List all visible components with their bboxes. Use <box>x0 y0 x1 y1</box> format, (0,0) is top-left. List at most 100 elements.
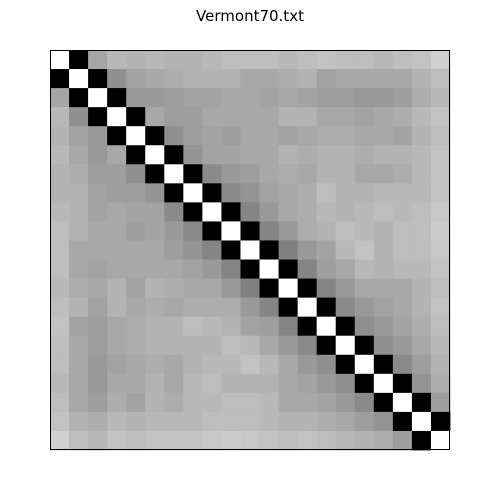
heatmap-cell-r5-c14 <box>316 145 337 165</box>
heatmap-cell-r1-c20 <box>430 69 451 89</box>
heatmap-cell-r13-c15 <box>335 297 356 318</box>
heatmap-cell-r18-c2 <box>88 392 108 413</box>
heatmap-cell-r5-c19 <box>411 145 432 165</box>
heatmap-cell-r7-c12 <box>278 183 299 203</box>
heatmap-cell-r3-c14 <box>316 107 337 127</box>
heatmap-cell-r0-c8 <box>202 50 222 70</box>
heatmap-cell-r14-c9 <box>221 316 241 337</box>
heatmap-cell-r18-c13 <box>297 392 318 413</box>
heatmap-cell-r0-c13 <box>297 50 318 70</box>
heatmap-cell-r17-c6 <box>164 373 184 394</box>
heatmap-cell-r13-c19 <box>411 297 432 318</box>
heatmap-cell-r8-c13 <box>297 202 318 222</box>
heatmap-cell-r10-c8 <box>202 240 222 260</box>
heatmap-cell-r15-c3 <box>107 335 127 356</box>
heatmap-cell-r3-c8 <box>202 107 222 127</box>
heatmap-cell-r9-c4 <box>126 221 146 241</box>
heatmap-cell-r9-c17 <box>373 221 394 241</box>
heatmap-cell-r14-c4 <box>126 316 146 337</box>
heatmap-cell-r12-c3 <box>107 278 127 299</box>
heatmap-cell-r16-c6 <box>164 354 184 375</box>
heatmap-cell-r0-c5 <box>145 50 165 70</box>
heatmap-cell-r19-c2 <box>88 411 108 432</box>
heatmap-cell-r20-c9 <box>221 430 241 451</box>
heatmap-cell-r8-c2 <box>88 202 108 222</box>
heatmap-cell-r0-c3 <box>107 50 127 70</box>
heatmap-cell-r13-c11 <box>259 297 279 318</box>
heatmap-cell-r3-c13 <box>297 107 318 127</box>
heatmap-cell-r13-c20 <box>430 297 451 318</box>
heatmap-cell-r4-c19 <box>411 126 432 146</box>
heatmap-cell-r16-c1 <box>69 354 89 375</box>
heatmap-cell-r15-c2 <box>88 335 108 356</box>
heatmap-cell-r5-c2 <box>88 145 108 165</box>
heatmap-cell-r3-c19 <box>411 107 432 127</box>
heatmap-cell-r19-c9 <box>221 411 241 432</box>
heatmap-cell-r20-c1 <box>69 430 89 451</box>
heatmap-cell-r13-c18 <box>392 297 413 318</box>
heatmap-cell-r18-c20 <box>430 392 451 413</box>
heatmap-cell-r12-c19 <box>411 278 432 299</box>
heatmap-cell-r6-c3 <box>107 164 127 184</box>
heatmap-cell-r1-c12 <box>278 69 299 89</box>
heatmap-cell-r4-c12 <box>278 126 299 146</box>
heatmap-cell-r0-c2 <box>88 50 108 70</box>
heatmap-cell-r6-c13 <box>297 164 318 184</box>
heatmap-cell-r2-c10 <box>240 88 260 108</box>
heatmap-cell-r4-c3 <box>107 126 127 146</box>
heatmap-cell-r16-c18 <box>392 354 413 375</box>
heatmap-cell-r13-c10 <box>240 297 260 318</box>
heatmap-cell-r4-c16 <box>354 126 375 146</box>
heatmap-cell-r3-c1 <box>69 107 89 127</box>
heatmap-cell-r20-c11 <box>259 430 279 451</box>
heatmap-cell-r12-c9 <box>221 278 241 299</box>
heatmap-cell-r2-c12 <box>278 88 299 108</box>
heatmap-cell-r11-c9 <box>221 259 241 279</box>
heatmap-cell-r4-c17 <box>373 126 394 146</box>
heatmap-cell-r3-c12 <box>278 107 299 127</box>
heatmap-cell-r7-c8 <box>202 183 222 203</box>
heatmap-cell-r13-c4 <box>126 297 146 318</box>
heatmap-cell-r9-c0 <box>50 221 70 241</box>
heatmap-cell-r3-c18 <box>392 107 413 127</box>
heatmap-cell-r18-c18 <box>392 392 413 413</box>
heatmap-cell-r18-c1 <box>69 392 89 413</box>
heatmap-cell-r6-c6 <box>164 164 184 184</box>
heatmap-cell-r4-c10 <box>240 126 260 146</box>
heatmap-cell-r16-c14 <box>316 354 337 375</box>
heatmap-cell-r19-c19 <box>411 411 432 432</box>
heatmap-cell-r8-c6 <box>164 202 184 222</box>
plot-frame <box>50 50 450 450</box>
heatmap-cell-r5-c17 <box>373 145 394 165</box>
heatmap-cell-r1-c19 <box>411 69 432 89</box>
heatmap-cell-r10-c1 <box>69 240 89 260</box>
heatmap-cell-r4-c6 <box>164 126 184 146</box>
heatmap-cell-r1-c3 <box>107 69 127 89</box>
heatmap-cell-r14-c6 <box>164 316 184 337</box>
heatmap-cell-r17-c9 <box>221 373 241 394</box>
heatmap-cell-r19-c16 <box>354 411 375 432</box>
heatmap-cell-r19-c13 <box>297 411 318 432</box>
heatmap-cell-r9-c10 <box>240 221 260 241</box>
heatmap-cell-r13-c2 <box>88 297 108 318</box>
heatmap-cell-r18-c5 <box>145 392 165 413</box>
heatmap-cell-r8-c19 <box>411 202 432 222</box>
heatmap-cell-r2-c18 <box>392 88 413 108</box>
heatmap-cell-r8-c4 <box>126 202 146 222</box>
heatmap-cell-r9-c11 <box>259 221 279 241</box>
heatmap-cell-r3-c15 <box>335 107 356 127</box>
heatmap-cell-r0-c10 <box>240 50 260 70</box>
heatmap-cell-r2-c19 <box>411 88 432 108</box>
heatmap-cell-r8-c1 <box>69 202 89 222</box>
heatmap-cell-r20-c20 <box>430 430 451 451</box>
heatmap-cell-r7-c18 <box>392 183 413 203</box>
heatmap-cell-r1-c13 <box>297 69 318 89</box>
heatmap-cell-r17-c3 <box>107 373 127 394</box>
heatmap-cell-r18-c17 <box>373 392 394 413</box>
heatmap-cell-r2-c6 <box>164 88 184 108</box>
heatmap-cell-r13-c3 <box>107 297 127 318</box>
heatmap-cell-r8-c20 <box>430 202 451 222</box>
heatmap-cell-r14-c15 <box>335 316 356 337</box>
heatmap-cell-r11-c5 <box>145 259 165 279</box>
heatmap-cell-r6-c17 <box>373 164 394 184</box>
